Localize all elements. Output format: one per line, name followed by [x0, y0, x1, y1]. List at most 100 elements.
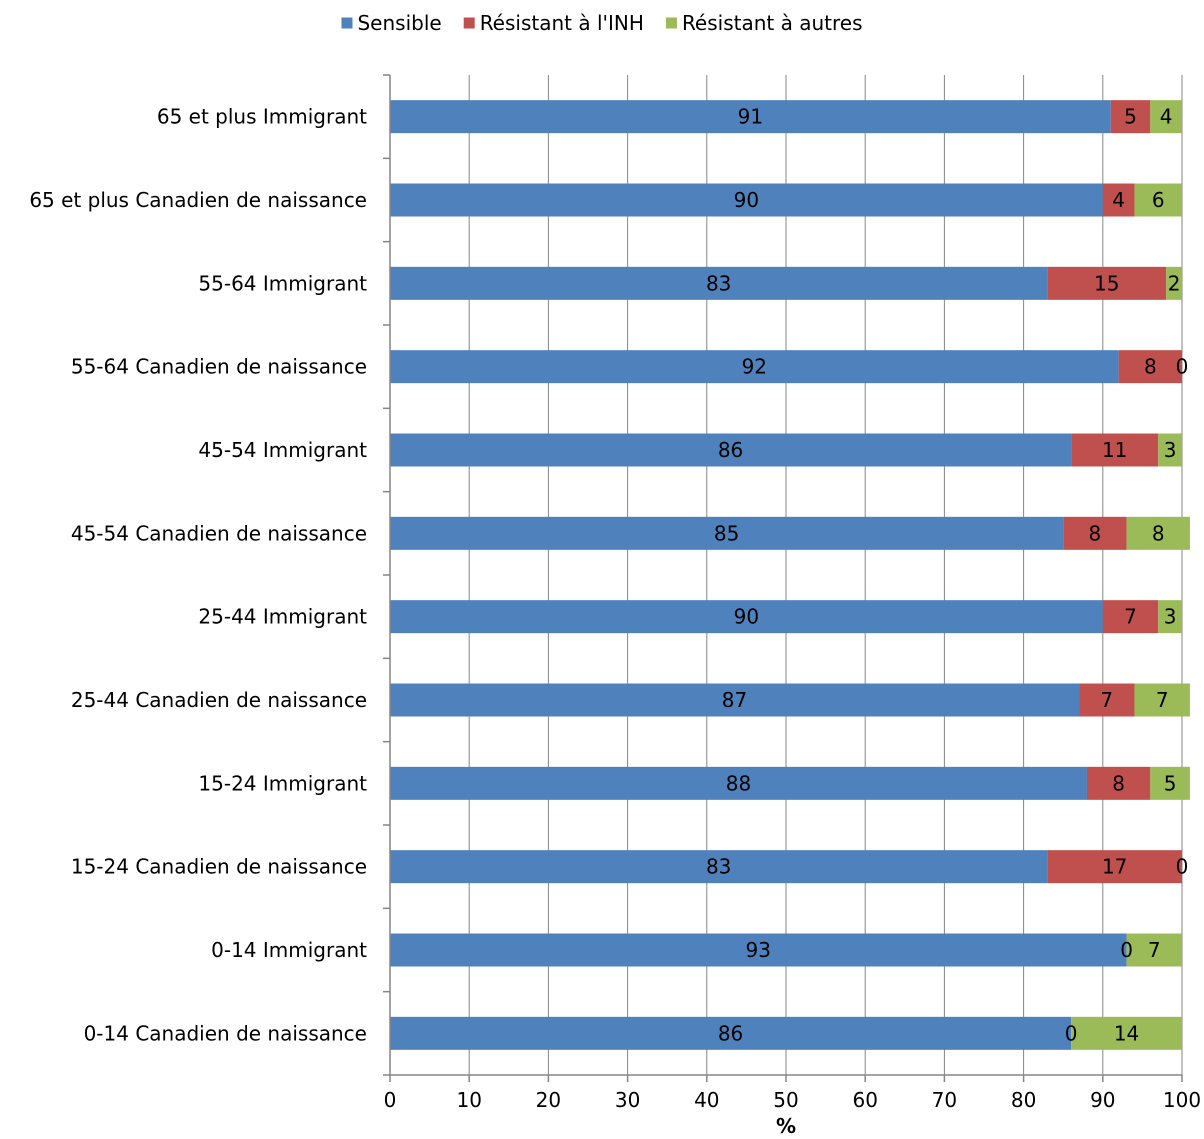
bar-segment-resistant-autres [1134, 683, 1190, 717]
bar-segment-resistant-inh [1063, 516, 1127, 550]
data-label: 92 [742, 355, 767, 379]
data-label: 3 [1164, 605, 1177, 629]
legend: Sensible Résistant à l'INH Résistant à aut… [341, 11, 863, 35]
data-label: 91 [738, 105, 763, 129]
data-labels: 91 5 490 4 683 15 292 8 086 11 385 8 890 7 387 7 788 8 583… [706, 105, 1188, 1046]
category-label: 15-24 Immigrant [198, 771, 367, 795]
x-tick-label: 40 [694, 1088, 719, 1112]
category-label: 45-54 Canadien de naissance [71, 521, 367, 545]
category-label: 65 et plus Immigrant [157, 105, 367, 129]
bar-segment-resistant-autres [1134, 183, 1182, 217]
data-label: 8 [1112, 771, 1125, 795]
bar-segment-resistant-autres [1071, 1016, 1182, 1050]
category-label: 25-44 Immigrant [198, 605, 367, 629]
gridlines [468, 75, 1183, 1075]
bar-segment-sensible [390, 516, 1064, 550]
bar-segment-resistant-inh [1047, 266, 1167, 300]
bar-segment-resistant-inh [1079, 683, 1135, 717]
category-label: 65 et plus Canadien de naissance [29, 188, 367, 212]
data-label: 8 [1089, 521, 1102, 545]
x-axis-title: % [776, 1114, 796, 1138]
data-label: 3 [1164, 438, 1177, 462]
bar-segment-resistant-autres [1158, 600, 1182, 634]
category-label: 0-14 Canadien de naissance [84, 1021, 367, 1045]
data-label: 88 [726, 771, 751, 795]
data-label: 90 [734, 188, 759, 212]
data-label: 87 [722, 688, 747, 712]
bar-segment-sensible [390, 683, 1080, 717]
bar-segment-sensible [390, 433, 1072, 467]
bar-segment-resistant-inh [1110, 100, 1151, 134]
bar-segment-resistant-inh [1102, 600, 1159, 634]
data-label: 93 [746, 938, 771, 962]
x-tick-label: 20 [536, 1088, 561, 1112]
data-label: 5 [1124, 105, 1137, 129]
bar-segment-resistant-autres [1158, 433, 1182, 467]
bar-segment-sensible [390, 850, 1048, 884]
data-label: 83 [706, 855, 731, 879]
x-tick-label: 60 [852, 1088, 877, 1112]
data-label: 4 [1112, 188, 1125, 212]
data-label: 0 [1065, 1021, 1078, 1045]
bars [390, 100, 1190, 1050]
category-label: 45-54 Immigrant [198, 438, 367, 462]
bar-segment-resistant-inh [1118, 350, 1182, 384]
data-label: 2 [1168, 271, 1181, 295]
bar-segment-resistant-inh [1102, 183, 1135, 217]
data-label: 85 [714, 521, 739, 545]
bar-segment-resistant-inh [1071, 433, 1159, 467]
data-label: 90 [734, 605, 759, 629]
bar-segment-resistant-inh [1086, 766, 1151, 800]
data-label: 7 [1124, 605, 1137, 629]
x-tick-label: 50 [773, 1088, 798, 1112]
data-label: 15 [1094, 271, 1119, 295]
data-label: 5 [1164, 771, 1177, 795]
category-label: 55-64 Canadien de naissance [71, 355, 367, 379]
x-tick-label: 10 [456, 1088, 481, 1112]
data-label: 17 [1102, 855, 1127, 879]
x-tick-label: 30 [615, 1088, 640, 1112]
legend-swatch [341, 17, 353, 29]
legend-label: Sensible [357, 11, 441, 35]
bar-segment-sensible [390, 600, 1103, 634]
x-tick-label: 90 [1090, 1088, 1115, 1112]
legend-swatch [463, 17, 475, 29]
data-label: 0 [1176, 355, 1189, 379]
legend-label: Résistant à l'INH [480, 11, 644, 35]
bar-segment-resistant-autres [1150, 766, 1190, 800]
bar-segment-sensible [390, 266, 1048, 300]
data-label: 7 [1156, 688, 1169, 712]
data-label: 8 [1144, 355, 1157, 379]
bar-segment-sensible [390, 350, 1119, 384]
data-label: 8 [1152, 521, 1165, 545]
legend-label: Résistant à autres [682, 11, 863, 35]
bar-segment-resistant-autres [1126, 933, 1182, 967]
category-label: 0-14 Immigrant [211, 938, 367, 962]
bar-segment-sensible [390, 933, 1127, 967]
bar-segment-resistant-autres [1150, 100, 1182, 134]
x-tick-label: 80 [1011, 1088, 1036, 1112]
bar-segment-resistant-autres [1126, 516, 1190, 550]
x-tick-label: 70 [932, 1088, 957, 1112]
data-label: 86 [718, 438, 743, 462]
data-label: 0 [1120, 938, 1133, 962]
data-label: 14 [1114, 1021, 1139, 1045]
data-label: 7 [1148, 938, 1161, 962]
data-label: 4 [1160, 105, 1173, 129]
data-label: 11 [1102, 438, 1127, 462]
legend-swatch [665, 17, 677, 29]
bar-segment-sensible [390, 183, 1103, 217]
x-tick-label: 0 [384, 1088, 397, 1112]
category-label: 15-24 Canadien de naissance [71, 855, 367, 879]
bar-segment-resistant-autres [1166, 266, 1182, 300]
data-label: 0 [1176, 855, 1189, 879]
bar-segment-resistant-inh [1047, 850, 1182, 884]
data-label: 6 [1152, 188, 1165, 212]
bar-segment-sensible [390, 1016, 1072, 1050]
category-label: 55-64 Immigrant [198, 271, 367, 295]
data-label: 7 [1100, 688, 1113, 712]
category-label: 25-44 Canadien de naissance [71, 688, 367, 712]
